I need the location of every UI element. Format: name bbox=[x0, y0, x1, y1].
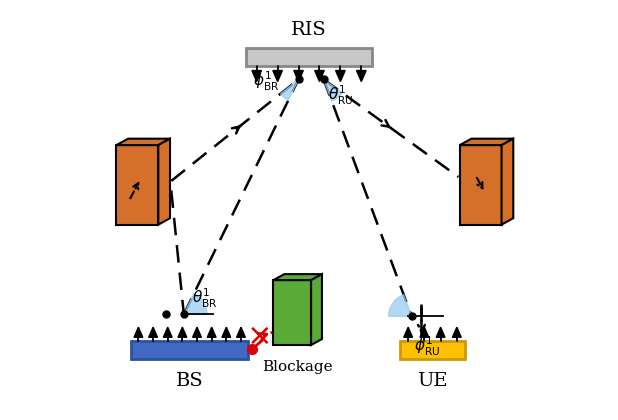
FancyBboxPatch shape bbox=[400, 341, 465, 359]
Polygon shape bbox=[324, 79, 342, 101]
Text: BS: BS bbox=[176, 372, 203, 390]
Text: $\theta_{\mathrm{RU}}^1$: $\theta_{\mathrm{RU}}^1$ bbox=[328, 84, 353, 107]
Text: RIS: RIS bbox=[291, 21, 327, 39]
Text: Blockage: Blockage bbox=[263, 360, 333, 374]
Polygon shape bbox=[273, 274, 322, 280]
Polygon shape bbox=[315, 71, 324, 81]
Polygon shape bbox=[281, 79, 298, 100]
Polygon shape bbox=[193, 327, 201, 337]
Polygon shape bbox=[252, 71, 261, 81]
Polygon shape bbox=[452, 327, 461, 337]
Polygon shape bbox=[273, 280, 311, 345]
FancyBboxPatch shape bbox=[131, 341, 248, 359]
Text: $\phi_{\mathrm{BR}}^1$: $\phi_{\mathrm{BR}}^1$ bbox=[253, 70, 280, 93]
Polygon shape bbox=[294, 71, 303, 81]
Polygon shape bbox=[460, 139, 514, 145]
Polygon shape bbox=[389, 295, 412, 316]
Polygon shape bbox=[336, 71, 345, 81]
Text: $\phi_{\mathrm{RU}}^1$: $\phi_{\mathrm{RU}}^1$ bbox=[414, 335, 440, 358]
Polygon shape bbox=[163, 327, 172, 337]
Polygon shape bbox=[178, 327, 187, 337]
Polygon shape bbox=[502, 139, 514, 225]
Polygon shape bbox=[207, 327, 216, 337]
Polygon shape bbox=[436, 327, 445, 337]
Text: $\theta_{\mathrm{BR}}^1$: $\theta_{\mathrm{BR}}^1$ bbox=[192, 287, 218, 310]
Polygon shape bbox=[222, 327, 231, 337]
Polygon shape bbox=[311, 274, 322, 345]
Polygon shape bbox=[460, 145, 502, 225]
Polygon shape bbox=[420, 327, 429, 337]
Polygon shape bbox=[404, 327, 413, 337]
Polygon shape bbox=[116, 145, 158, 225]
Polygon shape bbox=[237, 327, 245, 337]
Polygon shape bbox=[184, 294, 207, 314]
FancyBboxPatch shape bbox=[246, 48, 372, 66]
Text: UE: UE bbox=[417, 372, 447, 390]
Polygon shape bbox=[116, 139, 170, 145]
Polygon shape bbox=[134, 327, 143, 337]
Polygon shape bbox=[158, 139, 170, 225]
Polygon shape bbox=[357, 71, 366, 81]
Polygon shape bbox=[273, 71, 282, 81]
Text: $\times$: $\times$ bbox=[246, 321, 269, 352]
Polygon shape bbox=[149, 327, 158, 337]
